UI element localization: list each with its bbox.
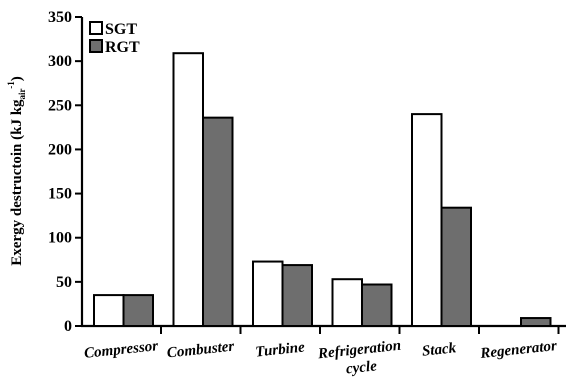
y-tick-label: 350 [48, 9, 72, 26]
y-axis-label-close: ) [9, 76, 25, 81]
y-axis-label-superscript: -1 [6, 81, 16, 89]
legend-label-rgt: RGT [105, 39, 140, 56]
x-tick-label-line: Refrigeration [316, 338, 402, 363]
bar-rgt-combuster [202, 116, 234, 327]
bar-sgt-stack [411, 113, 443, 327]
bar-rgt-stack [440, 206, 472, 327]
bar-sgt-turbine [252, 260, 284, 327]
y-tick-label: 100 [48, 230, 72, 247]
y-axis-label-main: Exergy destructoin (kJ kg [9, 99, 25, 266]
x-tick-label: Turbine [255, 339, 306, 360]
y-tick-label: 250 [48, 97, 72, 114]
bar-rgt-turbine [281, 264, 313, 327]
x-tick-label: Refrigerationcycle [316, 338, 403, 381]
y-tick-label: 300 [48, 53, 72, 70]
x-tick-label-line: Regenerator [479, 338, 558, 362]
x-tick-label-line: Stack [421, 340, 457, 360]
legend-label-sgt: SGT [105, 21, 137, 38]
y-tick-label: 200 [48, 141, 72, 158]
legend-swatch-sgt [89, 21, 103, 35]
bar-sgt-combuster [172, 52, 204, 327]
bar-rgt-regenerator [520, 317, 552, 328]
x-tick-label: Stack [421, 340, 457, 360]
x-tick-label-line: cycle [345, 358, 378, 377]
bar-sgt-compressor [93, 294, 125, 328]
y-axis-label-subscript: air [17, 88, 27, 99]
y-tick-label: 150 [48, 186, 72, 203]
bar-rgt-compressor [122, 294, 154, 328]
bar-sgt-refrigeration-cycle [331, 278, 363, 327]
x-tick-label-line: Turbine [255, 339, 306, 360]
x-tick-label-line: Compressor [83, 338, 159, 362]
bar-rgt-refrigeration-cycle [361, 283, 393, 327]
y-axis-label: Exergy destructoin (kJ kgair-1) [6, 76, 27, 265]
y-tick-label: 50 [56, 274, 72, 291]
x-tick-label-line: Combuster [166, 339, 235, 362]
x-tick-label: Combuster [166, 339, 235, 362]
y-tick-label: 0 [64, 318, 72, 335]
x-tick-label: Compressor [83, 338, 159, 362]
x-tick-label: Regenerator [479, 338, 558, 362]
legend-swatch-rgt [89, 39, 103, 53]
